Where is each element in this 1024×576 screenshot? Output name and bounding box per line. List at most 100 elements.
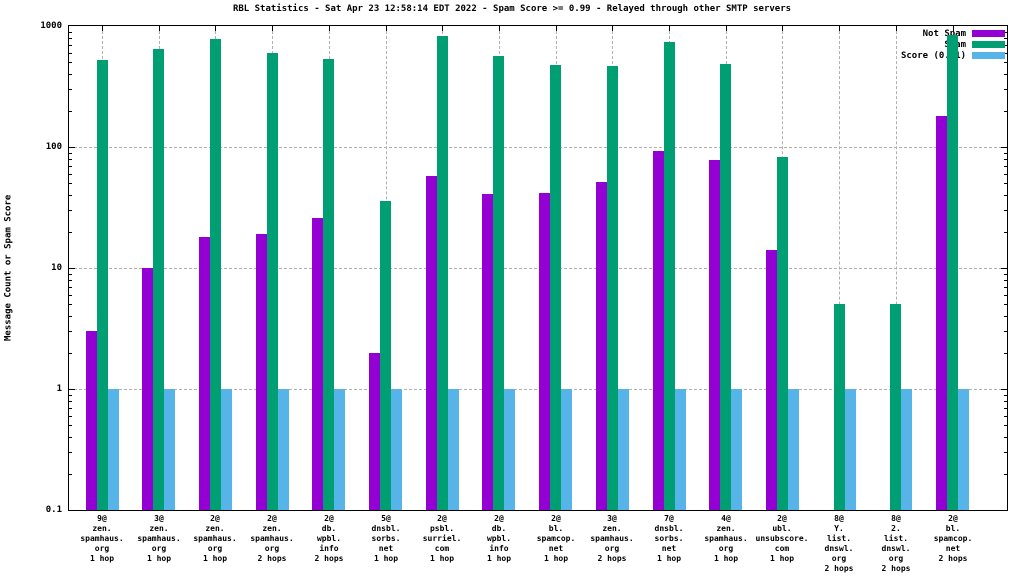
x-category-line: org [151, 544, 167, 553]
bar-not-spam [199, 237, 210, 510]
y-minor-tick [1004, 416, 1007, 417]
x-category-line: info [319, 544, 339, 553]
x-tick [272, 26, 273, 31]
x-category-label: 8@ 2. list. dnswl. org 2 hops [856, 514, 936, 574]
x-category-line: 2@ [267, 514, 277, 523]
bar-not-spam [312, 217, 323, 510]
x-category-label: 3@ zen. spamhaus. org 2 hops [572, 514, 652, 564]
x-category-label: 8@ Y. list. dnswl. org 2 hops [799, 514, 879, 574]
bar-not-spam [256, 234, 267, 510]
x-category-line: list. [826, 534, 852, 543]
x-category-label: 2@ db. wpbl. info 1 hop [459, 514, 539, 564]
x-category-line: spamhaus. [250, 534, 294, 543]
x-category-line: zen. [262, 524, 282, 533]
x-category-label: 2@ db. wpbl. info 2 hops [289, 514, 369, 564]
bar-spam [720, 63, 731, 510]
x-category-line: 8@ [834, 514, 844, 523]
x-category-line: zen. [602, 524, 622, 533]
x-category-line: org [888, 554, 904, 563]
bar-spam [777, 157, 788, 510]
y-minor-tick [1004, 74, 1007, 75]
x-category-line: 2@ [494, 514, 504, 523]
y-minor-tick [1004, 316, 1007, 317]
bar-spam [97, 60, 108, 510]
y-major-tick [1001, 147, 1007, 148]
bar-score [391, 389, 402, 510]
x-tick [782, 26, 783, 31]
x-category-line: dnsbl. [654, 524, 684, 533]
x-category-line: bl. [945, 524, 961, 533]
x-category-line: sorbs. [371, 534, 401, 543]
bar-not-spam [142, 268, 153, 510]
bar-score [221, 389, 232, 510]
y-minor-tick [69, 287, 72, 288]
x-category-line: dnswl. [881, 544, 911, 553]
y-minor-tick [69, 38, 72, 39]
bar-not-spam [426, 175, 437, 510]
x-category-line: 4@ [721, 514, 731, 523]
bar-not-spam [369, 352, 380, 510]
x-category-label: 5@ dnsbl. sorbs. net 1 hop [346, 514, 426, 564]
y-minor-tick [1004, 89, 1007, 90]
legend-swatch [972, 30, 1005, 37]
x-category-line: spamhaus. [80, 534, 124, 543]
bar-score [901, 389, 912, 510]
x-category-line: info [489, 544, 509, 553]
x-category-line: dnswl. [824, 544, 854, 553]
x-category-line: org [264, 544, 280, 553]
bar-spam [947, 34, 958, 510]
y-minor-tick [69, 425, 72, 426]
y-minor-tick [1004, 304, 1007, 305]
x-category-line: 2. [891, 524, 901, 533]
y-minor-tick [1004, 210, 1007, 211]
bar-score [675, 389, 686, 510]
x-category-line: 1 hop [89, 554, 115, 563]
y-minor-tick [69, 159, 72, 160]
bar-spam [380, 200, 391, 510]
x-category-line: 1 hop [769, 554, 795, 563]
bar-score [618, 389, 629, 510]
x-category-line: 2@ [437, 514, 447, 523]
x-category-line: 2 hops [257, 554, 287, 563]
y-minor-tick [69, 395, 72, 396]
y-minor-tick [1004, 183, 1007, 184]
x-category-line: 1 hop [373, 554, 399, 563]
x-category-line: net [945, 544, 961, 553]
y-minor-tick [1004, 159, 1007, 160]
x-category-line: 2@ [324, 514, 334, 523]
y-minor-tick [69, 316, 72, 317]
bar-score [164, 389, 175, 510]
y-minor-tick [69, 89, 72, 90]
x-category-line: 1 hop [429, 554, 455, 563]
x-category-line: wpbl. [486, 534, 512, 543]
x-category-label: 3@ zen. spamhaus. org 1 hop [119, 514, 199, 564]
y-minor-tick [69, 353, 72, 354]
y-axis-label: Message Count or Spam Score [3, 194, 14, 342]
bar-spam [607, 65, 618, 510]
x-category-line: 2 hops [938, 554, 968, 563]
gridline-horizontal [69, 268, 1007, 269]
x-category-line: org [207, 544, 223, 553]
x-category-line: db. [321, 524, 337, 533]
x-category-line: zen. [205, 524, 225, 533]
y-minor-tick [1004, 287, 1007, 288]
legend-swatch [972, 41, 1005, 48]
y-minor-tick [69, 295, 72, 296]
x-tick [102, 26, 103, 31]
bar-not-spam [653, 150, 664, 510]
x-tick [386, 26, 387, 31]
x-category-line: 1 hop [543, 554, 569, 563]
gridline-horizontal [69, 147, 1007, 148]
x-category-label: 2@ zen. spamhaus. org 1 hop [175, 514, 255, 564]
bar-score [788, 389, 799, 510]
y-minor-tick [69, 153, 72, 154]
y-minor-tick [69, 210, 72, 211]
x-category-line: spamhaus. [137, 534, 181, 543]
bar-spam [550, 64, 561, 510]
x-tick [556, 26, 557, 31]
y-minor-tick [1004, 195, 1007, 196]
x-tick [953, 26, 954, 31]
x-category-label: 9@ zen. spamhaus. org 1 hop [62, 514, 142, 564]
y-minor-tick [1004, 395, 1007, 396]
